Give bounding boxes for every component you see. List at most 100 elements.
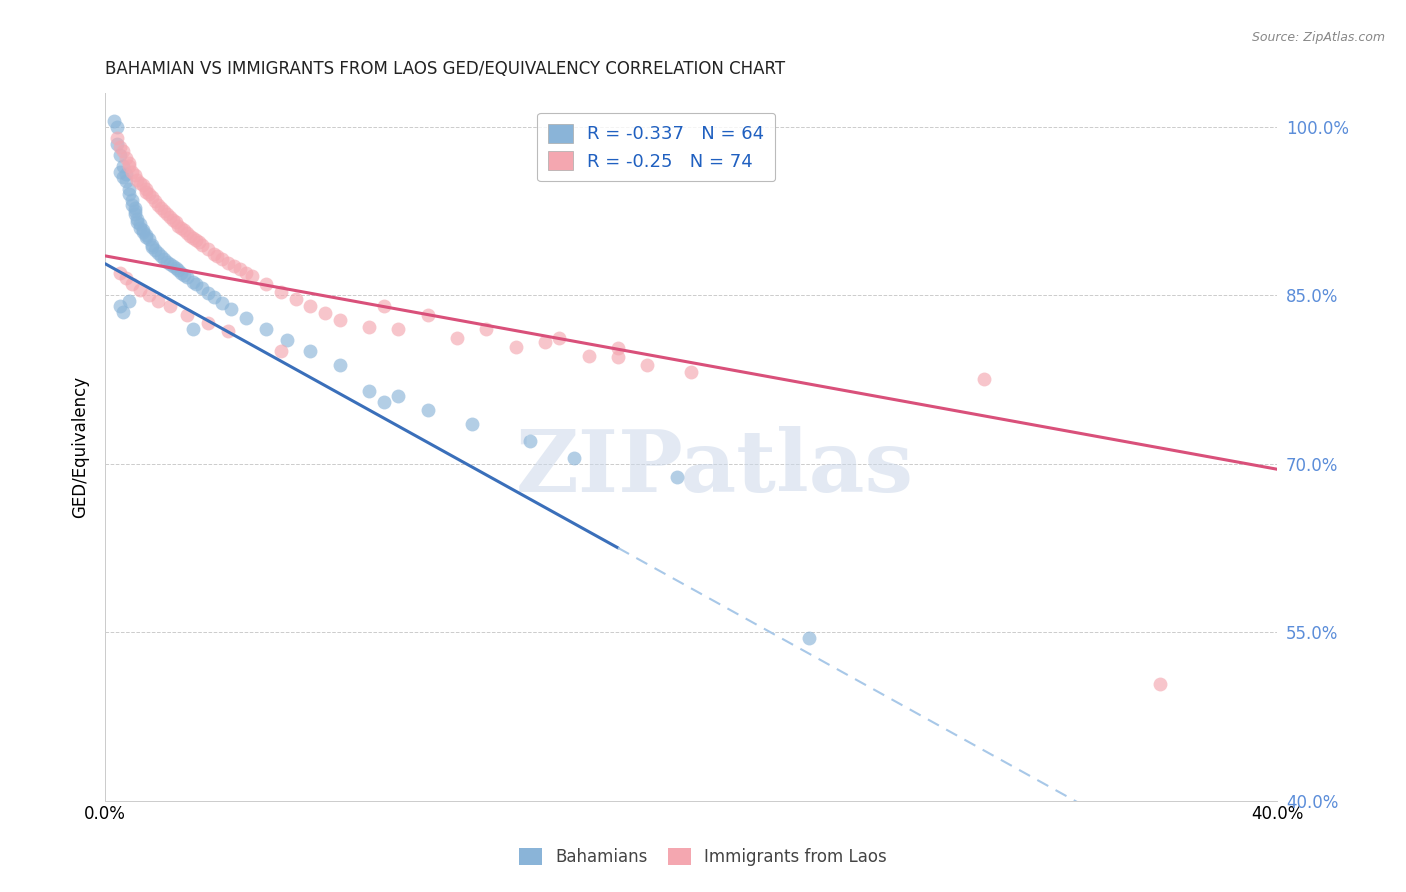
Point	[387, 389, 409, 403]
Point	[138, 232, 160, 246]
Point	[276, 333, 298, 347]
Point	[235, 310, 257, 325]
Point	[191, 237, 214, 252]
Point	[235, 266, 257, 280]
Point	[181, 275, 204, 289]
Point	[124, 168, 146, 182]
Point	[146, 293, 169, 308]
Point	[143, 194, 166, 208]
Point	[607, 341, 630, 355]
Point	[446, 331, 468, 345]
Point	[299, 300, 322, 314]
Point	[124, 201, 146, 215]
Point	[357, 319, 380, 334]
Legend: R = -0.337   N = 64, R = -0.25   N = 74: R = -0.337 N = 64, R = -0.25 N = 74	[537, 112, 776, 181]
Point	[188, 235, 211, 250]
Point	[111, 170, 134, 185]
Point	[114, 271, 136, 285]
Point	[118, 293, 141, 308]
Point	[202, 290, 225, 304]
Point	[149, 201, 172, 215]
Point	[211, 296, 233, 310]
Point	[240, 269, 263, 284]
Point	[176, 270, 198, 285]
Point	[387, 322, 409, 336]
Point	[111, 145, 134, 159]
Point	[165, 215, 187, 229]
Point	[114, 174, 136, 188]
Point	[135, 227, 157, 242]
Point	[329, 358, 352, 372]
Point	[184, 277, 207, 291]
Point	[127, 211, 149, 226]
Point	[153, 204, 176, 219]
Point	[562, 451, 585, 466]
Point	[108, 266, 131, 280]
Point	[156, 207, 179, 221]
Point	[475, 322, 498, 336]
Point	[357, 384, 380, 398]
Point	[373, 395, 395, 409]
Point	[141, 190, 163, 204]
Point	[156, 254, 179, 268]
Point	[191, 281, 214, 295]
Point	[118, 181, 141, 195]
Point	[170, 266, 193, 280]
Point	[416, 309, 439, 323]
Point	[118, 159, 141, 173]
Point	[127, 172, 149, 186]
Point	[519, 434, 541, 449]
Point	[329, 313, 352, 327]
Point	[138, 288, 160, 302]
Point	[197, 316, 219, 330]
Point	[162, 213, 184, 227]
Point	[118, 155, 141, 169]
Point	[665, 470, 688, 484]
Point	[314, 306, 336, 320]
Point	[129, 283, 152, 297]
Point	[636, 358, 658, 372]
Point	[138, 187, 160, 202]
Point	[284, 292, 307, 306]
Point	[973, 372, 995, 386]
Point	[103, 114, 125, 128]
Point	[111, 159, 134, 173]
Text: Source: ZipAtlas.com: Source: ZipAtlas.com	[1251, 31, 1385, 45]
Point	[197, 285, 219, 300]
Point	[149, 249, 172, 263]
Point	[299, 344, 322, 359]
Point	[146, 245, 169, 260]
Point	[114, 151, 136, 165]
Point	[202, 246, 225, 260]
Point	[270, 344, 292, 359]
Point	[121, 193, 143, 207]
Point	[132, 223, 155, 237]
Point	[132, 225, 155, 239]
Point	[533, 335, 555, 350]
Point	[141, 237, 163, 252]
Point	[111, 305, 134, 319]
Point	[173, 268, 195, 282]
Point	[121, 164, 143, 178]
Point	[129, 176, 152, 190]
Point	[173, 223, 195, 237]
Point	[505, 340, 527, 354]
Point	[460, 417, 482, 432]
Point	[1149, 677, 1171, 691]
Point	[105, 131, 128, 145]
Point	[229, 262, 252, 277]
Point	[121, 277, 143, 291]
Point	[135, 229, 157, 244]
Point	[108, 148, 131, 162]
Point	[197, 242, 219, 256]
Point	[108, 300, 131, 314]
Point	[143, 244, 166, 258]
Point	[373, 300, 395, 314]
Point	[416, 402, 439, 417]
Point	[270, 285, 292, 299]
Point	[124, 204, 146, 219]
Point	[167, 219, 190, 233]
Y-axis label: GED/Equivalency: GED/Equivalency	[72, 376, 89, 518]
Point	[224, 259, 246, 273]
Point	[179, 228, 201, 243]
